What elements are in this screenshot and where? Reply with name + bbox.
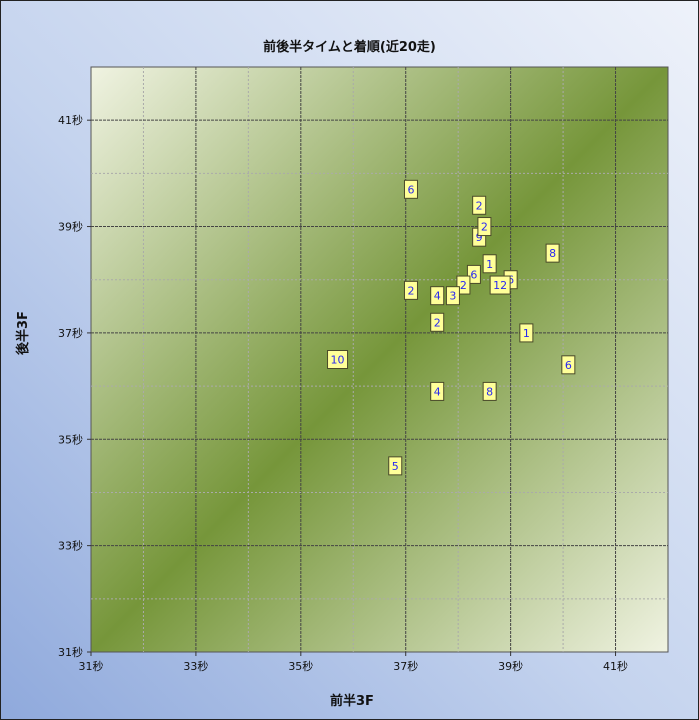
point-marker <box>545 243 560 263</box>
point-label: 1 <box>486 258 493 271</box>
x-tick-label: 41秒 <box>603 659 628 673</box>
point-marker <box>466 264 481 284</box>
data-point: 2 <box>456 275 471 295</box>
point-marker <box>430 381 445 401</box>
data-point: 8 <box>545 243 560 263</box>
data-point: 4 <box>430 381 445 401</box>
data-point: 8 <box>482 381 497 401</box>
y-tick-label: 41秒 <box>58 113 83 127</box>
point-label: 2 <box>476 199 483 212</box>
point-label: 2 <box>434 316 441 329</box>
data-point: 4 <box>430 286 445 306</box>
x-axis-label: 前半3F <box>330 694 374 709</box>
point-label: 3 <box>449 290 456 303</box>
y-tick-label: 37秒 <box>58 326 83 340</box>
point-label: 5 <box>392 460 399 473</box>
x-tick-label: 35秒 <box>288 659 313 673</box>
point-marker <box>430 312 445 332</box>
point-marker <box>430 286 445 306</box>
point-marker <box>456 275 471 295</box>
x-tick-label: 33秒 <box>183 659 208 673</box>
point-marker <box>472 195 487 215</box>
point-label: 6 <box>565 359 572 372</box>
point-marker <box>403 280 418 300</box>
point-marker <box>445 286 460 306</box>
y-tick-label: 39秒 <box>58 220 83 234</box>
point-marker <box>489 275 511 295</box>
point-marker <box>482 381 497 401</box>
point-label: 1 <box>523 327 530 340</box>
data-point: 2 <box>472 195 487 215</box>
data-point: 12 <box>489 275 511 295</box>
data-point: 6 <box>466 264 481 284</box>
point-marker <box>482 254 497 274</box>
point-marker <box>403 179 418 199</box>
point-label: 4 <box>434 290 441 303</box>
point-marker <box>519 323 534 343</box>
y-tick-label: 31秒 <box>58 645 83 659</box>
point-marker <box>327 350 349 369</box>
point-label: 10 <box>331 354 345 367</box>
data-point: 5 <box>388 456 403 476</box>
data-point: 3 <box>445 286 460 306</box>
point-marker <box>561 355 576 375</box>
data-point: 6 <box>403 179 418 199</box>
x-tick-label: 37秒 <box>393 659 418 673</box>
point-label: 2 <box>481 221 488 234</box>
point-label: 2 <box>460 279 467 292</box>
data-point: 1 <box>482 254 497 274</box>
point-label: 8 <box>549 247 556 260</box>
point-label: 4 <box>434 385 441 398</box>
point-label: 2 <box>407 284 414 297</box>
point-label: 9 <box>476 231 483 244</box>
plot-area <box>90 66 669 653</box>
data-point: 1 <box>519 323 534 343</box>
chart-title: 前後半タイムと着順(近20走) <box>263 40 436 55</box>
point-label: 6 <box>407 183 414 196</box>
data-point: 2 <box>430 312 445 332</box>
point-label: 12 <box>493 279 507 292</box>
y-tick-label: 35秒 <box>58 432 83 446</box>
data-point: 2 <box>403 280 418 300</box>
point-label: 6 <box>470 268 477 281</box>
point-marker <box>477 217 492 237</box>
data-point: 2 <box>477 217 492 237</box>
point-marker <box>388 456 403 476</box>
point-label: 8 <box>486 385 493 398</box>
data-point: 10 <box>327 350 349 369</box>
data-point: 6 <box>561 355 576 375</box>
y-tick-label: 33秒 <box>58 539 83 553</box>
x-tick-label: 31秒 <box>79 659 104 673</box>
x-tick-label: 39秒 <box>498 659 523 673</box>
